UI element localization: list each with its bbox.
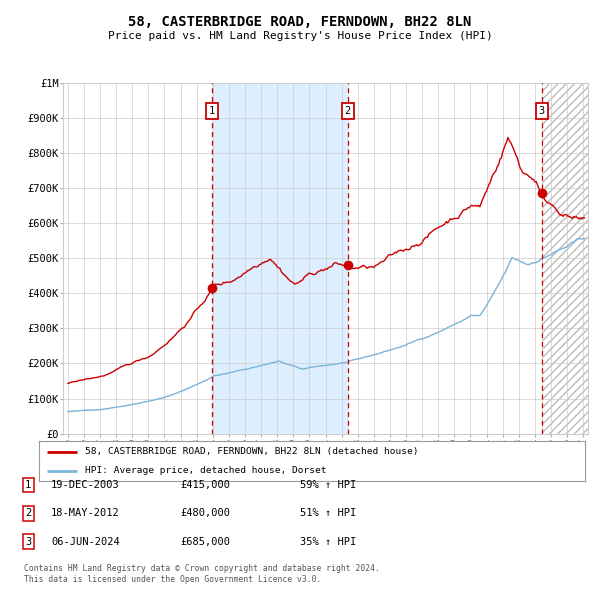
Text: 18-MAY-2012: 18-MAY-2012: [51, 509, 120, 518]
Text: 06-JUN-2024: 06-JUN-2024: [51, 537, 120, 546]
Bar: [542, 83, 599, 434]
Bar: [348, 83, 542, 434]
Bar: [542, 83, 593, 434]
Text: 58, CASTERBRIDGE ROAD, FERNDOWN, BH22 8LN (detached house): 58, CASTERBRIDGE ROAD, FERNDOWN, BH22 8L…: [85, 447, 419, 457]
Text: 59% ↑ HPI: 59% ↑ HPI: [300, 480, 356, 490]
Text: £415,000: £415,000: [180, 480, 230, 490]
Text: Contains HM Land Registry data © Crown copyright and database right 2024.: Contains HM Land Registry data © Crown c…: [24, 565, 380, 573]
Text: 35% ↑ HPI: 35% ↑ HPI: [300, 537, 356, 546]
Text: 19-DEC-2003: 19-DEC-2003: [51, 480, 120, 490]
Bar: [212, 83, 348, 434]
Text: HPI: Average price, detached house, Dorset: HPI: Average price, detached house, Dors…: [85, 466, 327, 476]
Text: 3: 3: [25, 537, 31, 546]
Text: £685,000: £685,000: [180, 537, 230, 546]
Bar: [542, 83, 599, 434]
Text: This data is licensed under the Open Government Licence v3.0.: This data is licensed under the Open Gov…: [24, 575, 322, 584]
Text: 1: 1: [25, 480, 31, 490]
Text: 2: 2: [344, 106, 351, 116]
Text: 51% ↑ HPI: 51% ↑ HPI: [300, 509, 356, 518]
Text: Price paid vs. HM Land Registry's House Price Index (HPI): Price paid vs. HM Land Registry's House …: [107, 31, 493, 41]
Bar: [52, 83, 212, 434]
Bar: [212, 83, 348, 434]
Text: 1: 1: [209, 106, 215, 116]
Text: £480,000: £480,000: [180, 509, 230, 518]
Text: 2: 2: [25, 509, 31, 518]
Text: 3: 3: [539, 106, 545, 116]
Text: 58, CASTERBRIDGE ROAD, FERNDOWN, BH22 8LN: 58, CASTERBRIDGE ROAD, FERNDOWN, BH22 8L…: [128, 15, 472, 29]
